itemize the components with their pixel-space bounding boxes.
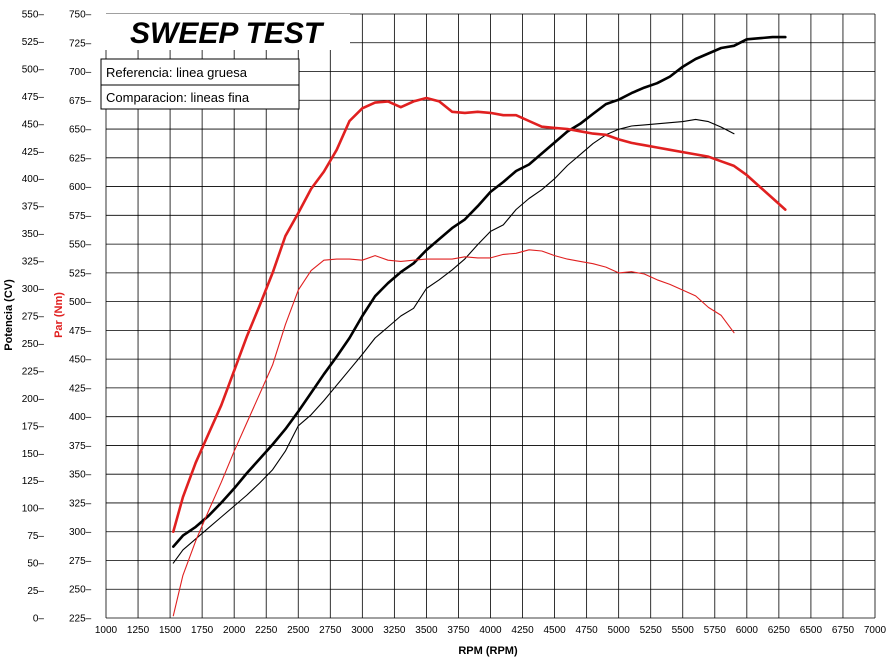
x-tick-label: 2000 [223,625,246,636]
power-tick-label: 425– [22,147,45,158]
x-tick-label: 3250 [383,625,406,636]
torque-curve-comparison [172,249,735,617]
grid-lines [105,13,876,619]
x-tick-label: 3750 [447,625,470,636]
legend-entry-reference: Referencia: linea gruesa [106,65,248,80]
legend: Referencia: linea gruesa Comparacion: li… [100,58,300,110]
torque-tick-label: 275– [69,556,92,567]
x-tick-label: 4000 [479,625,502,636]
torque-tick-label: 550– [69,240,92,251]
power-curve-comparison [172,118,735,564]
torque-tick-label: 650– [69,125,92,136]
x-tick-label: 2750 [319,625,342,636]
title-background [100,14,350,50]
torque-tick-label: 450– [69,355,92,366]
x-tick-label: 4250 [511,625,534,636]
torque-tick-label: 325– [69,498,92,509]
power-tick-label: 450– [22,119,45,130]
torque-tick-label: 625– [69,153,92,164]
power-tick-label: 375– [22,202,45,213]
power-tick-label: 250– [22,339,45,350]
x-tick-label: 7000 [864,625,887,636]
legend-box-reference [100,58,300,86]
power-tick-label: 400– [22,174,45,185]
torque-tick-label: 750– [69,10,92,21]
x-tick-label: 6500 [800,625,823,636]
x-tick-label: 5250 [640,625,663,636]
torque-tick-label: 225– [69,614,92,625]
x-tick-label: 1500 [159,625,182,636]
torque-tick-label: 250– [69,585,92,596]
torque-tick-label: 575– [69,211,92,222]
axis-ticks: 1000 1250 1500 1750 2000 2250 2500 2750 3000 3250… [22,10,887,637]
chart-title: SWEEP TEST [130,17,325,50]
power-tick-label: 0– [33,614,45,625]
power-tick-label: 275– [22,312,45,323]
x-tick-label: 6250 [768,625,791,636]
x-tick-label: 6750 [832,625,855,636]
power-tick-label: 475– [22,92,45,103]
power-axis-title: Potencia (CV) [3,279,15,351]
power-tick-label: 225– [22,366,45,377]
x-tick-label: 5000 [608,625,631,636]
x-tick-label: 3000 [351,625,374,636]
x-tick-label: 4750 [576,625,599,636]
power-tick-label: 125– [22,476,45,487]
power-tick-label: 550– [22,10,45,21]
torque-tick-label: 300– [69,527,92,538]
torque-curve-reference [172,96,787,534]
torque-tick-label: 350– [69,470,92,481]
power-tick-label: 350– [22,229,45,240]
x-tick-label: 6000 [736,625,759,636]
power-tick-label: 50– [27,559,44,570]
chart-curves [172,35,787,617]
power-tick-label: 100– [22,504,45,515]
x-axis-title: RPM (RPM) [458,645,518,657]
torque-tick-label: 500– [69,297,92,308]
x-tick-label: 1250 [127,625,150,636]
power-tick-label: 150– [22,449,45,460]
torque-tick-label: 375– [69,441,92,452]
torque-axis-title: Par (Nm) [53,292,65,338]
power-tick-label: 75– [27,531,44,542]
power-tick-label: 200– [22,394,45,405]
torque-tick-label: 475– [69,326,92,337]
power-curve-reference [172,35,787,548]
power-tick-label: 525– [22,37,45,48]
x-tick-label: 2500 [287,625,310,636]
power-tick-label: 300– [22,284,45,295]
torque-tick-label: 425– [69,383,92,394]
power-tick-label: 175– [22,421,45,432]
torque-tick-label: 725– [69,38,92,49]
x-tick-label: 1000 [95,625,118,636]
torque-tick-label: 700– [69,67,92,78]
x-tick-label: 5750 [704,625,727,636]
x-tick-label: 5500 [672,625,695,636]
power-tick-label: 325– [22,257,45,268]
torque-tick-label: 525– [69,268,92,279]
power-tick-label: 25– [27,586,44,597]
torque-tick-label: 600– [69,182,92,193]
legend-entry-comparison: Comparacion: lineas fina [106,90,250,105]
torque-tick-label: 400– [69,412,92,423]
x-tick-label: 3500 [415,625,438,636]
x-tick-label: 4500 [543,625,566,636]
x-tick-label: 2250 [255,625,278,636]
legend-box-comparison [100,84,300,110]
x-tick-label: 1750 [191,625,214,636]
torque-tick-label: 675– [69,96,92,107]
power-tick-label: 500– [22,64,45,75]
